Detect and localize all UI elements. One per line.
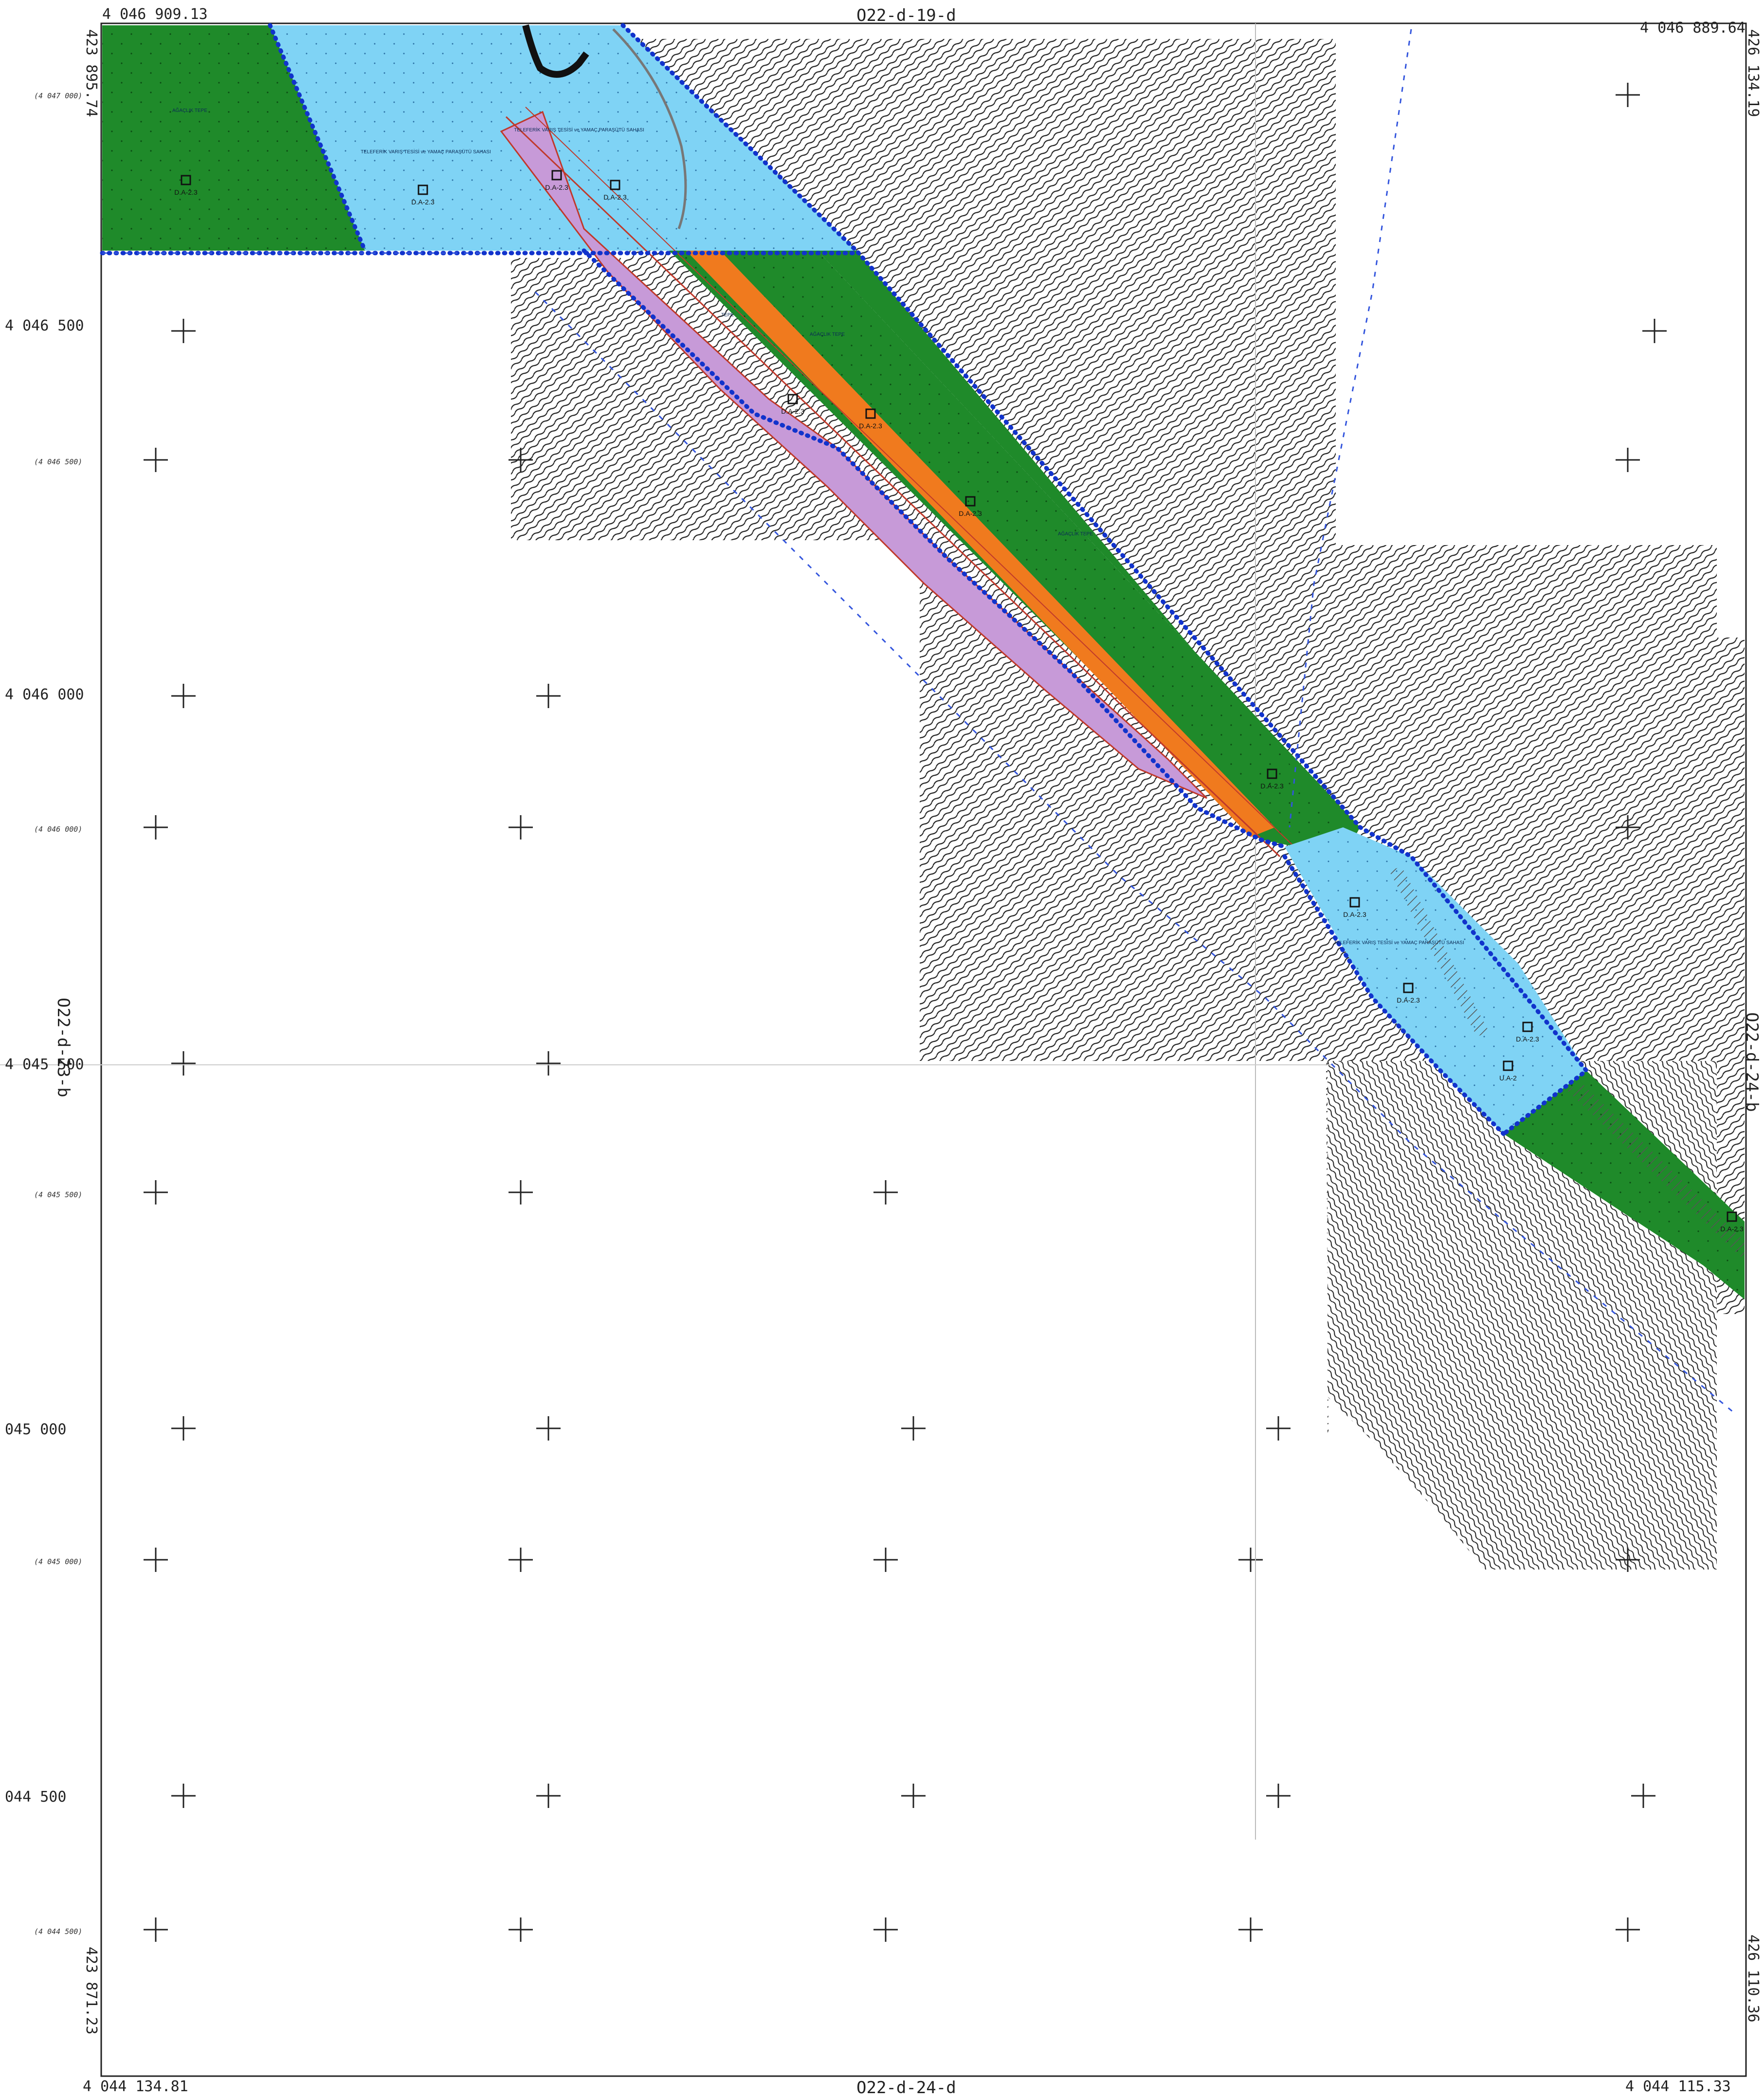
- marker-label: D.A-2.3: [1720, 1225, 1744, 1233]
- marker-label: D.A-2.3: [1343, 911, 1366, 918]
- marker-box: [418, 184, 428, 195]
- corner-top-left-northing: 4 046 909.13: [102, 6, 208, 23]
- marker-label: D.A-2.3: [959, 510, 982, 517]
- marker-box: [181, 175, 191, 185]
- access-road: [522, 24, 589, 78]
- corner-top-right-northing: 4 046 889.64: [1640, 19, 1746, 37]
- marker-label: U.A-2: [1499, 1074, 1517, 1082]
- marker-box: [1349, 897, 1360, 908]
- corner-top-left-easting: 423 895.74: [83, 29, 100, 117]
- marker-box: [1267, 768, 1277, 779]
- green-corridor-upper-strip: [818, 251, 1360, 827]
- grid-label-small: (4 046 500): [34, 457, 83, 466]
- railway-strip: [1567, 1083, 1745, 1260]
- corner-top-right-easting: 426 134.19: [1745, 29, 1762, 117]
- sheet-left-label: O22-d-23-b: [54, 998, 73, 1097]
- orange-road: [686, 251, 1275, 837]
- green-zone-label: AĞAÇLIK TEPE: [172, 107, 207, 113]
- marker-box: [610, 180, 620, 190]
- grid-label-small: (4 046 000): [34, 825, 83, 834]
- marker-label: D.A-2.3: [1260, 782, 1284, 790]
- road-centerline: [505, 116, 1281, 858]
- marker-label: D.A-2.3: [545, 183, 568, 191]
- grid-label-small: (4 044 500): [34, 1927, 83, 1936]
- zone-markers: [181, 170, 1737, 1222]
- marker-label: D.A-2.3: [781, 407, 804, 415]
- runway-strip: [1389, 866, 1489, 1037]
- grid-label-small: (4 047 000): [34, 91, 83, 100]
- road-label: TEPE: [721, 312, 734, 318]
- sheet-bottom-label: O22-d-24-d: [856, 2078, 956, 2098]
- grid-label: 044 500: [5, 1789, 67, 1806]
- grid-label: 4 046 500: [5, 317, 84, 334]
- purple-zone: [500, 110, 1208, 799]
- marker-box: [787, 394, 798, 404]
- sheet-top-label: O22-d-19-d: [856, 6, 956, 25]
- cable-line: [102, 29, 1733, 1412]
- marker-box: [1503, 1060, 1513, 1071]
- corridor-label: AĞAÇLIK TEPE: [810, 331, 845, 337]
- grid-label: 4 045 500: [5, 1056, 84, 1073]
- grid-ticks: [144, 83, 1667, 1942]
- bottom-blue-zone-title: TELEFERİK VARIŞ TESİSİ ve YAMAÇ PARAŞÜTÜ…: [1334, 939, 1464, 946]
- top-blue-zone-title-2: TELEFERİK VARIŞ TESİSİ ve YAMAÇ PARAŞÜTÜ…: [514, 127, 644, 133]
- marker-label: D.A-2.3: [174, 188, 198, 196]
- marker-label: D.A-2.3: [603, 193, 627, 201]
- marker-box: [1403, 983, 1414, 993]
- grid-label-small: (4 045 000): [34, 1557, 83, 1566]
- marker-label: D.A-2.3: [1397, 996, 1420, 1004]
- marker-label: D.A-2.3: [859, 422, 882, 430]
- marker-label: D.A-2.3: [1516, 1035, 1539, 1043]
- top-blue-zone-title: TELEFERİK VARIŞ TESİSİ ve YAMAÇ PARAŞÜTÜ…: [361, 148, 491, 155]
- marker-box: [965, 496, 976, 507]
- marker-box: [1522, 1022, 1533, 1032]
- marker-label: D.A-2.3: [411, 198, 435, 206]
- marker-labels: D.A-2.3 D.A-2.3 D.A-2.3 D.A-2.3 D.A-2.3 …: [174, 183, 1744, 1233]
- marker-box: [551, 170, 562, 181]
- corner-bottom-left-easting: 423 871.23: [83, 1947, 100, 2035]
- corner-bottom-left-northing: 4 044 134.81: [83, 2078, 188, 2095]
- corner-bottom-right-northing: 4 044 115.33: [1625, 2078, 1731, 2095]
- grid-label: 4 046 000: [5, 686, 84, 703]
- grid-label: 045 000: [5, 1421, 67, 1438]
- sheet-right-label: O22-d-24-b: [1742, 1012, 1762, 1112]
- corner-bottom-right-easting: 426 110.36: [1745, 1935, 1762, 2023]
- marker-box: [1727, 1211, 1737, 1222]
- marker-box: [865, 408, 876, 419]
- grid-label-small: (4 045 500): [34, 1190, 83, 1199]
- sheet-frame: [100, 22, 1747, 2077]
- corridor-label-2: AĞAÇLIK TEPE: [1058, 530, 1093, 537]
